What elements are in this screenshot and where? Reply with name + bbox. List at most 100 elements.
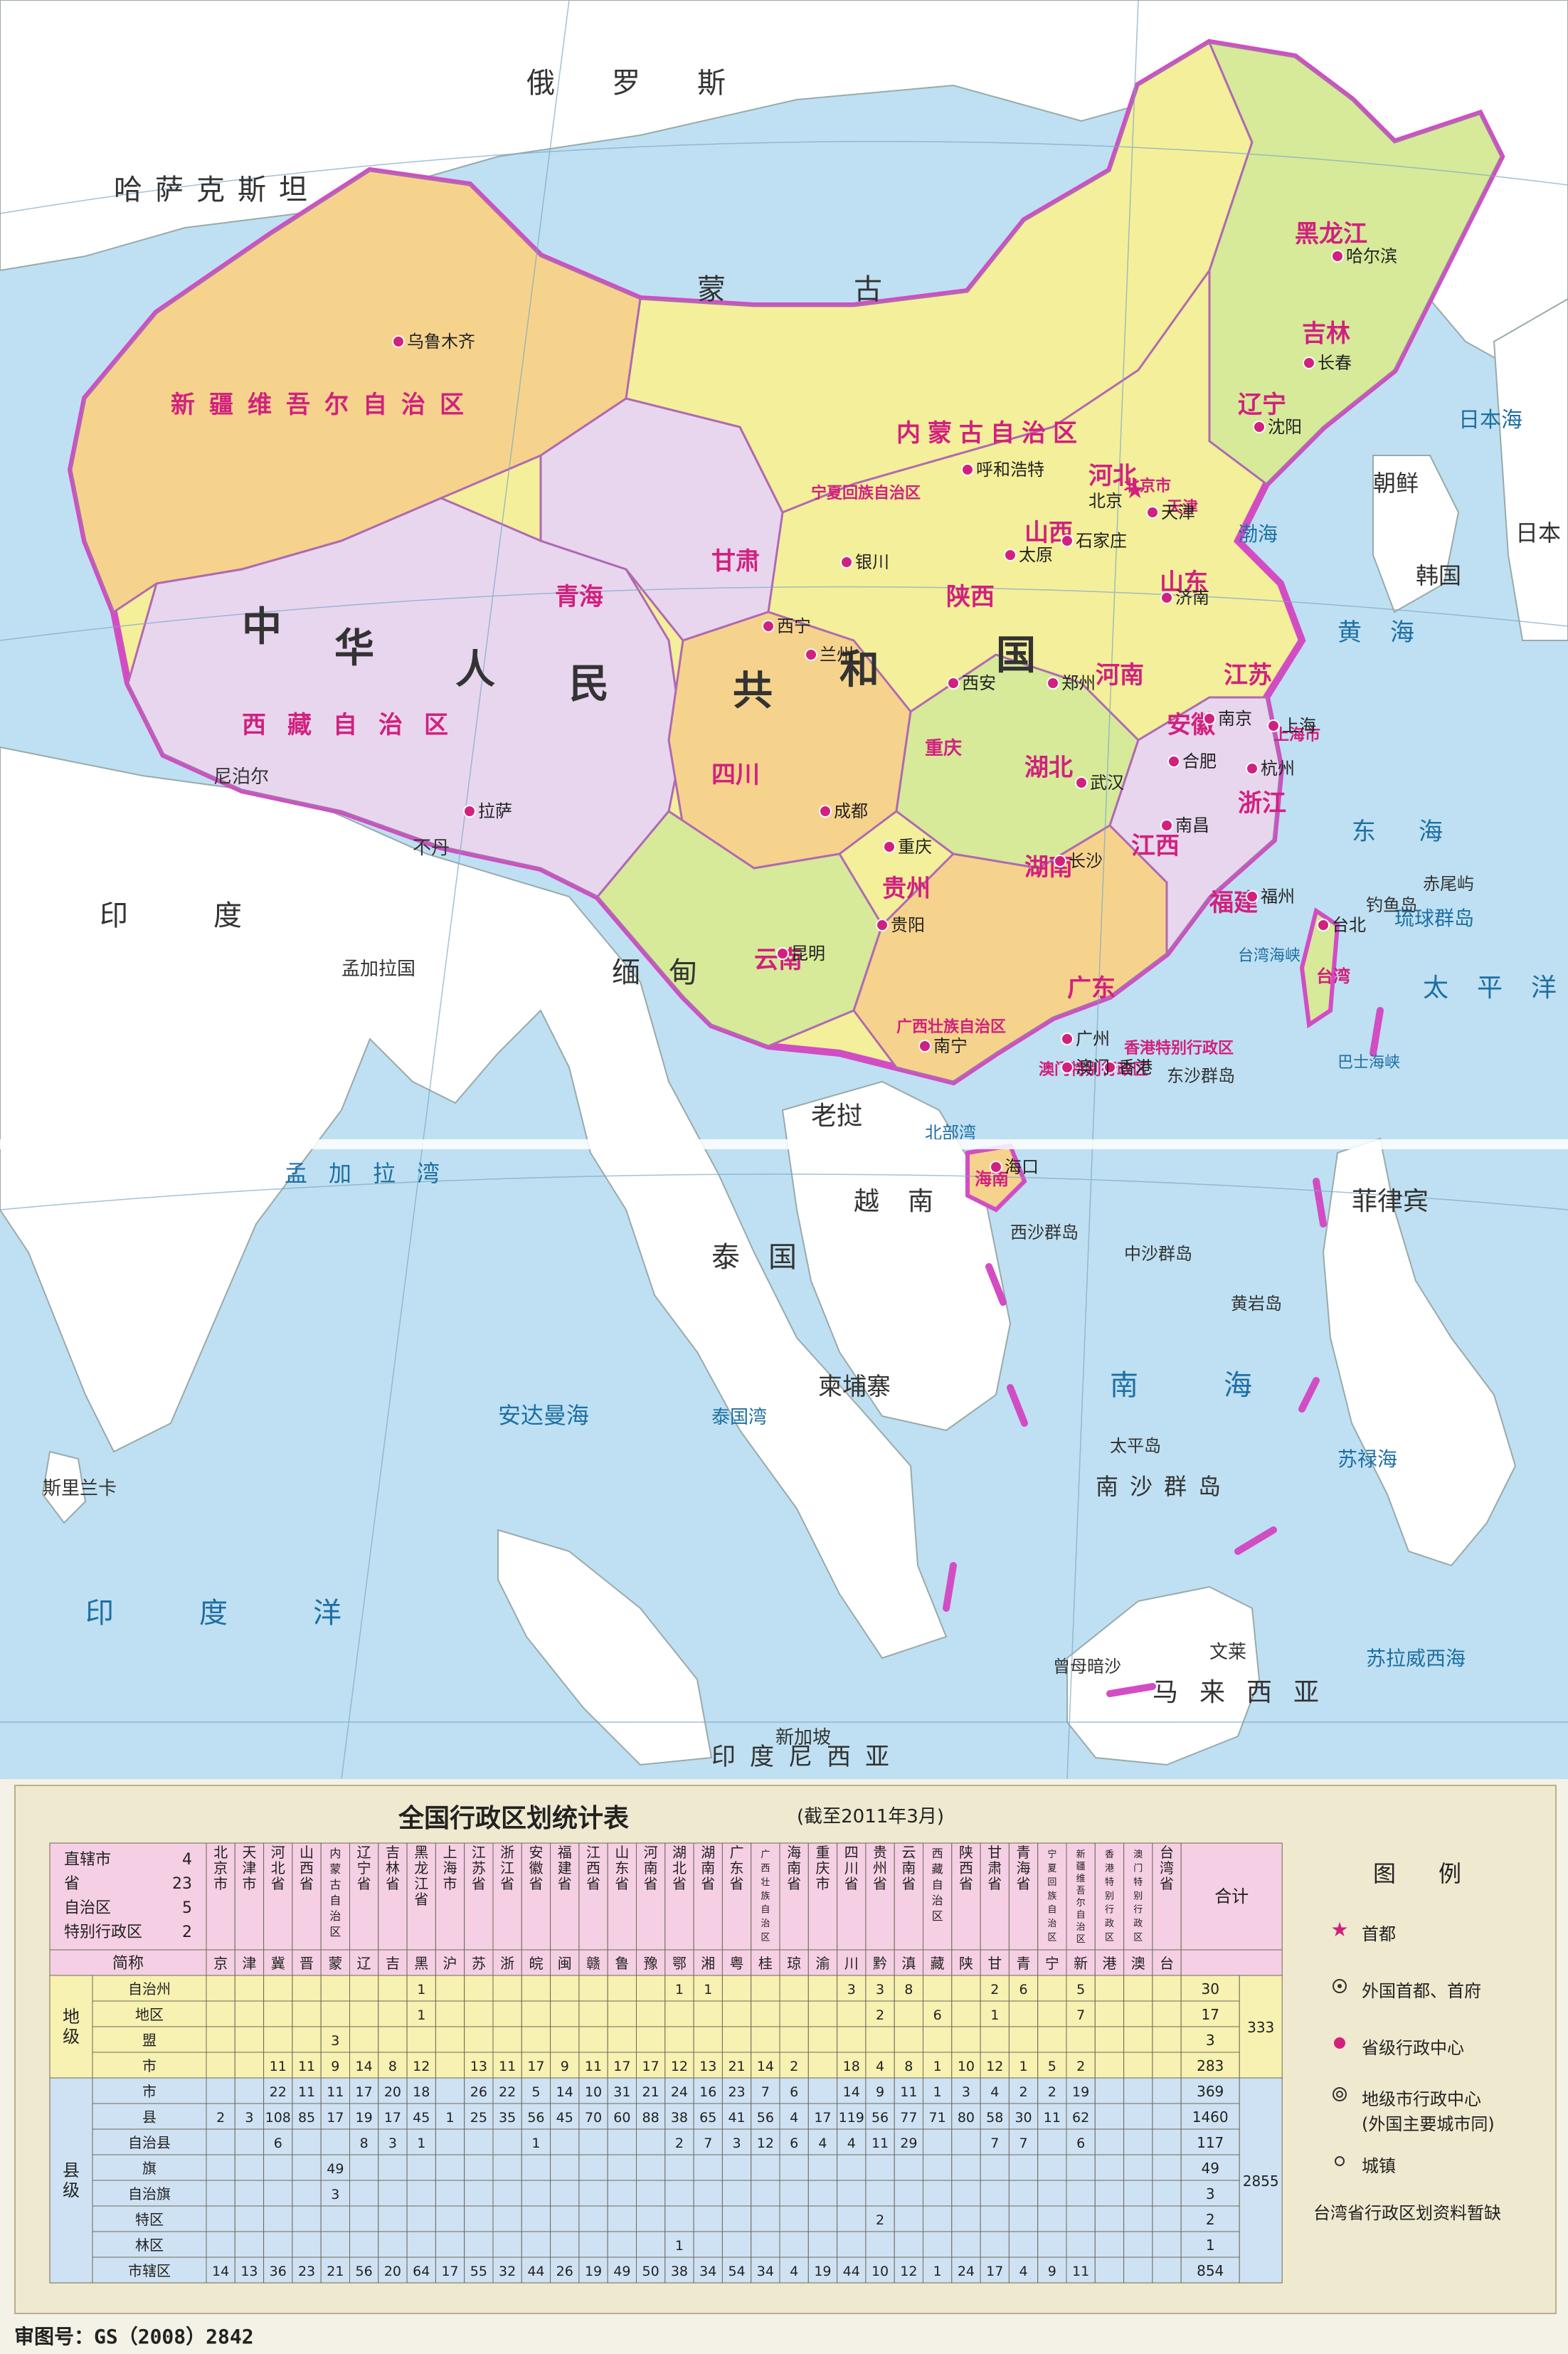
country-japan: 日本: [1515, 519, 1561, 547]
data-cell: [837, 2103, 867, 2130]
data-cell: [894, 2231, 923, 2258]
data-cell: [664, 2205, 694, 2232]
abbr-text: 渝: [815, 1955, 830, 1972]
data-cell: [406, 2154, 436, 2181]
island-zengmu: 曾母暗沙: [1053, 1657, 1121, 1677]
data-cell: [349, 2205, 379, 2232]
data-cell: [521, 2026, 551, 2053]
data-cell: [607, 2000, 637, 2027]
city-label: 福州: [1261, 887, 1295, 907]
abbr-text: 浙: [500, 1955, 514, 1972]
data-cell: [721, 2052, 752, 2079]
data-cell: [464, 2026, 494, 2053]
data-cell: [923, 2103, 953, 2130]
data-value: 50: [642, 2264, 659, 2279]
data-value: 11: [327, 2084, 344, 2100]
row-total: 49: [1201, 2160, 1219, 2177]
summary-value: 23: [172, 1875, 192, 1893]
column-header-text: 政: [1133, 1918, 1143, 1929]
data-value: 11: [499, 2059, 516, 2074]
data-value: 1: [675, 1982, 684, 1997]
data-cell: [607, 2231, 637, 2258]
island-diaoyu: 钓鱼岛: [1366, 895, 1417, 915]
country-mongolia: 蒙古: [697, 273, 1010, 306]
abbr-text: 皖: [529, 1955, 543, 1972]
row-label: 县: [142, 2108, 157, 2126]
data-value: 26: [470, 2084, 487, 2100]
data-cell: [464, 2205, 494, 2232]
abbr-cell: [779, 1949, 809, 1976]
data-cell: [751, 1975, 780, 2002]
abbr-text: 粤: [730, 1955, 744, 1972]
data-value: 108: [265, 2110, 291, 2126]
data-cell: [464, 2180, 494, 2207]
summary-label: 直辖市: [64, 1851, 111, 1869]
data-value: 4: [790, 2110, 798, 2126]
data-cell: [578, 2154, 608, 2181]
data-value: 24: [958, 2264, 975, 2279]
data-cell: [206, 2052, 235, 2079]
data-cell: [664, 2128, 694, 2155]
column-header-text: 省: [787, 1875, 801, 1892]
data-cell: [578, 2077, 608, 2104]
data-cell: [406, 2000, 436, 2027]
city-label: 天津: [1161, 502, 1195, 522]
data-cell: [521, 2000, 551, 2027]
data-cell: [779, 2128, 809, 2155]
data-cell: [951, 2077, 981, 2104]
column-header-text: 市: [242, 1875, 256, 1892]
data-value: 21: [642, 2084, 659, 2100]
column-header: [980, 1842, 1010, 1951]
red-dot-icon: [1160, 819, 1173, 832]
column-header-text: 新: [1076, 1849, 1086, 1860]
data-value: 65: [699, 2110, 716, 2126]
province-xinjiang: 新疆维吾尔自治区: [171, 391, 478, 419]
column-header-text: 香: [1105, 1849, 1114, 1860]
abbr-cell: [980, 1949, 1010, 1976]
data-cell: [1008, 2000, 1039, 2027]
row-label: 林区: [135, 2237, 164, 2254]
data-cell: [1123, 2257, 1153, 2284]
data-cell: [1037, 1975, 1067, 2002]
data-value: 6: [1076, 2136, 1085, 2151]
data-cell: [1123, 2231, 1153, 2258]
summary-label: 自治区: [64, 1899, 111, 1917]
province-chongqing: 重庆: [925, 737, 962, 759]
data-cell: [1152, 2052, 1182, 2079]
data-value: 85: [298, 2110, 315, 2126]
sar-macau: 澳门特别行政区: [1039, 1060, 1148, 1079]
data-value: 11: [900, 2084, 917, 2100]
data-cell: [435, 1975, 465, 2002]
data-value: 1: [990, 2007, 999, 2023]
red-dot-icon: [1061, 1033, 1074, 1045]
provincial-capitals: 乌鲁木齐拉萨西宁兰州银川呼和浩特哈尔滨长春沈阳石家庄太原西安成都重庆昆明贵阳南宁…: [392, 246, 1397, 1177]
data-value: 34: [699, 2264, 716, 2279]
column-header-text: 别: [1133, 1891, 1143, 1901]
data-cell: [320, 2128, 351, 2155]
data-value: 21: [728, 2059, 745, 2074]
abbr-cell: [894, 1949, 923, 1976]
south-region: [852, 824, 1168, 1083]
data-cell: [263, 2257, 293, 2284]
city-label: 台北: [1332, 915, 1366, 935]
map-review-number: 审图号：GS（2008）2842: [14, 2325, 254, 2348]
city-label: 重庆: [898, 837, 932, 857]
data-value: 34: [757, 2264, 774, 2279]
group-label: 地: [63, 2007, 80, 2027]
data-value: 2: [876, 2212, 884, 2228]
country-south-korea: 韩国: [1416, 562, 1461, 589]
column-header: [751, 1842, 780, 1951]
city-label: 长春: [1318, 353, 1352, 373]
data-cell: [234, 2205, 265, 2232]
china-map: 哈萨克斯坦 俄罗斯 蒙古 日本海 朝鲜 韩国 日本 印度 尼泊尔 不丹 缅甸 老…: [0, 0, 1568, 1779]
abbr-cell: [721, 1949, 752, 1976]
row-label: 自治州: [128, 1980, 171, 1997]
data-cell: [521, 1975, 551, 2002]
data-cell: [1037, 2128, 1067, 2155]
legend-text-capital: 首都: [1362, 1924, 1396, 1944]
sea-gulf-of-thailand: 泰国湾: [711, 1407, 767, 1428]
sea-bashi-channel: 巴士海峡: [1337, 1054, 1400, 1072]
column-header-text: 区: [1105, 1933, 1114, 1943]
data-value: 1: [933, 2264, 942, 2279]
data-cell: [406, 2128, 436, 2155]
